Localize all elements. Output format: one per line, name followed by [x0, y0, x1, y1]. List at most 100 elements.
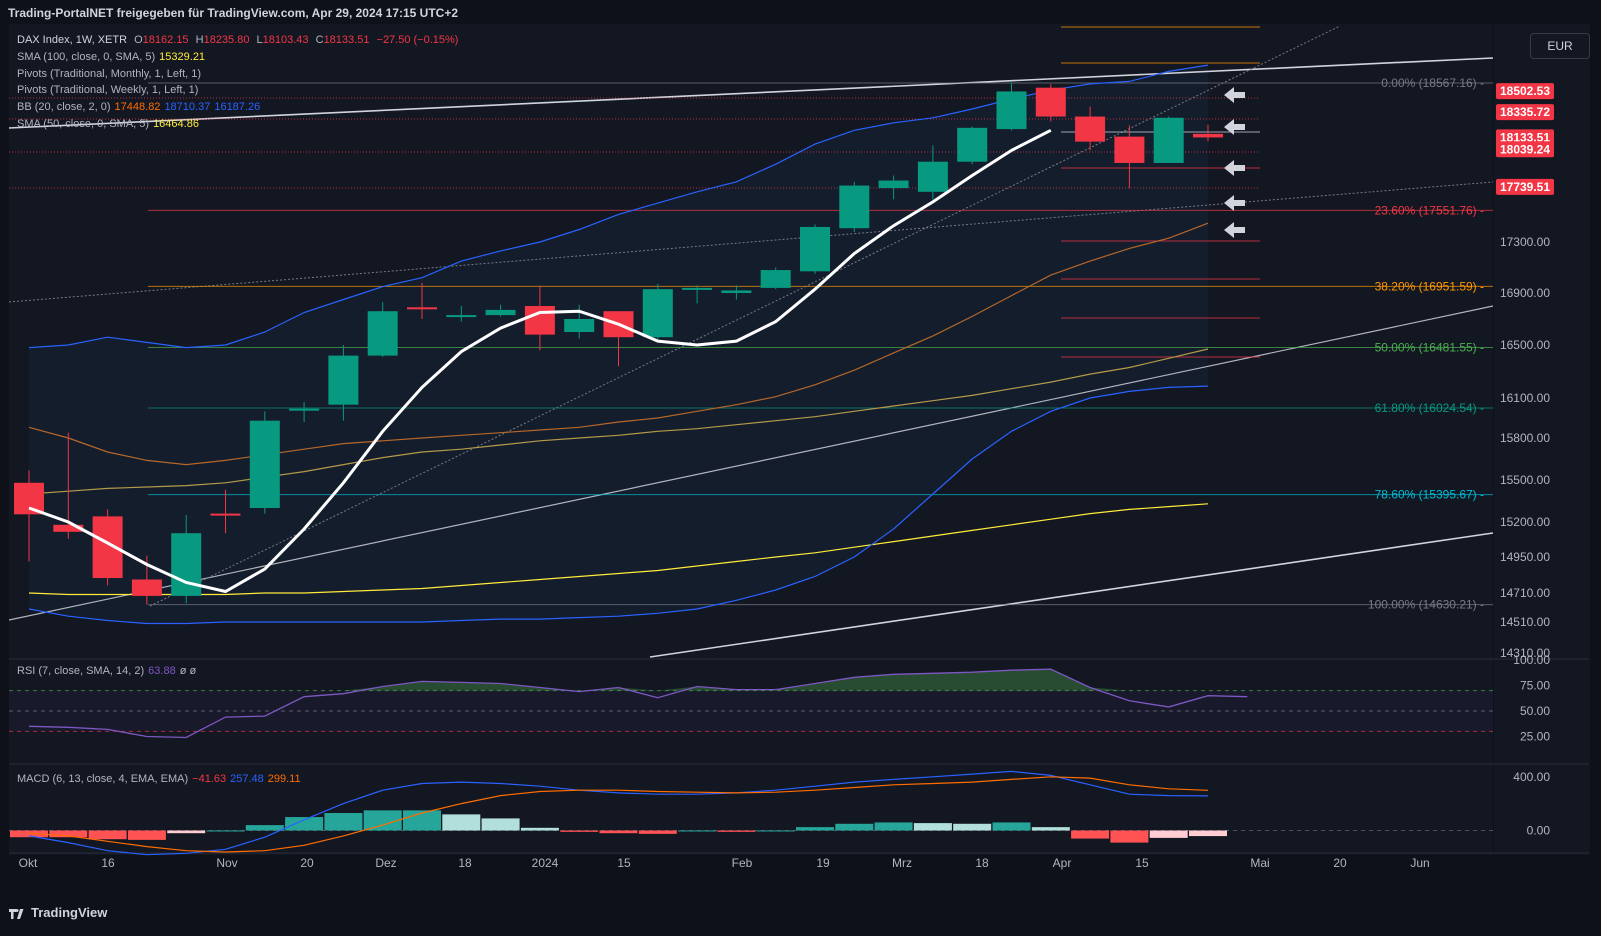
- x-tick-label: Nov: [216, 856, 237, 870]
- rsi-tick-label: 75.00: [1520, 679, 1550, 693]
- price-badge-label: 18133.51: [1500, 130, 1550, 144]
- macd-histogram-bar: [206, 830, 245, 832]
- macd-histogram-bar: [913, 823, 952, 831]
- rsi-label: RSI (7, close, SMA, 14, 2): [17, 665, 145, 677]
- macd-histogram-bar: [874, 822, 913, 831]
- sma50-value: 16464.86: [153, 118, 199, 130]
- fib-level-label: 78.60% (15395.67) -: [1375, 488, 1484, 502]
- candle-body: [760, 270, 791, 288]
- sma50-legend[interactable]: SMA (50, close, 0, SMA, 5) 16464.86: [17, 118, 203, 130]
- arrow-left-icon: [1224, 195, 1245, 211]
- macd-histogram-bar: [167, 830, 206, 834]
- macd-histogram-bar: [49, 830, 88, 838]
- macd-histogram-bar: [127, 830, 166, 840]
- macd-histogram-bar: [324, 813, 363, 831]
- candle-body: [839, 185, 870, 229]
- arrow-left-icon: [1224, 119, 1245, 135]
- high-value: 18235.80: [203, 34, 250, 46]
- price-tick-label: 14950.00: [1500, 550, 1550, 564]
- fib-level-label: 50.00% (16481.55) -: [1375, 340, 1484, 354]
- brand-label: TradingView: [31, 905, 108, 920]
- bb-legend[interactable]: BB (20, close, 2, 0) 17448.82 18710.37 1618…: [17, 101, 264, 113]
- candle-body: [1193, 133, 1223, 138]
- macd-histogram-bar: [1031, 827, 1070, 831]
- x-tick-label: Okt: [19, 856, 38, 870]
- candle-body: [1114, 136, 1145, 163]
- arrow-left-icon: [1224, 222, 1245, 238]
- dotted-trendline: [8, 181, 1494, 303]
- price-tick-label: 15800.00: [1500, 431, 1550, 445]
- x-tick-label: 2024: [532, 856, 559, 870]
- candle-body: [171, 533, 202, 596]
- x-tick-label: Jun: [1410, 856, 1429, 870]
- macd-histogram-bar: [796, 827, 834, 831]
- macd-histogram-bar: [638, 830, 677, 834]
- price-tick-label: 14710.00: [1500, 586, 1550, 600]
- currency-button[interactable]: EUR: [1530, 33, 1590, 59]
- rsi-legend[interactable]: RSI (7, close, SMA, 14, 2) 63.88 ø ø: [17, 665, 200, 677]
- candle-body: [721, 290, 752, 293]
- bb-basis-value: 17448.82: [114, 101, 161, 113]
- price-tick-label: 15200.00: [1500, 515, 1550, 529]
- candle-body: [957, 127, 988, 162]
- macd-histogram-bar: [992, 822, 1031, 831]
- sma100-value: 15329.21: [159, 51, 206, 63]
- macd-histogram-bar: [285, 817, 324, 831]
- price-badge: [1496, 83, 1554, 100]
- sma100-legend[interactable]: SMA (100, close, 0, SMA, 5) 15329.21: [17, 51, 209, 63]
- rsi-tick-label: 100.00: [1513, 653, 1550, 667]
- candle-body: [1075, 116, 1106, 142]
- macd-histogram-bar: [1110, 830, 1149, 843]
- bb-basis-line: [28, 222, 1209, 466]
- close-value: 18133.51: [323, 34, 370, 46]
- sma100-label: SMA (100, close, 0, SMA, 5): [17, 51, 156, 63]
- candle-body: [1035, 87, 1066, 117]
- candle-body: [996, 91, 1027, 130]
- pivots-weekly-legend[interactable]: Pivots (Traditional, Weekly, 1, Left, 1): [17, 84, 202, 96]
- macd-line: [28, 770, 1209, 856]
- macd-histogram-bar: [717, 830, 756, 832]
- macd-histogram-bar: [245, 825, 284, 831]
- macd-label: MACD (6, 13, close, 4, EMA, EMA): [17, 773, 189, 785]
- share-header: Trading-PortalNET freigegeben für Tradin…: [8, 6, 459, 20]
- candle-body: [524, 306, 555, 335]
- x-tick-label: Mrz: [892, 856, 912, 870]
- macd-signal-value: 299.11: [267, 773, 301, 785]
- sma100-line: [28, 503, 1209, 596]
- high-label: H: [195, 34, 204, 46]
- macd-histogram-bar: [1149, 830, 1188, 838]
- price-tick-label: 15500.00: [1500, 473, 1550, 487]
- open-value: 18162.15: [142, 34, 189, 46]
- candle-body: [131, 579, 162, 596]
- price-badge: [1496, 104, 1554, 121]
- macd-histogram-bar: [520, 827, 559, 831]
- macd-histogram-bar: [1071, 830, 1110, 839]
- pivots-monthly-legend[interactable]: Pivots (Traditional, Monthly, 1, Left, 1…: [17, 68, 205, 80]
- price-badge-label: 18335.72: [1500, 105, 1550, 119]
- price-tick-label: 14510.00: [1500, 615, 1550, 629]
- low-label: L: [256, 34, 263, 46]
- change-value: −27.50 (−0.15%): [376, 34, 459, 46]
- macd-legend[interactable]: MACD (6, 13, close, 4, EMA, EMA) −41.63 25…: [17, 773, 305, 785]
- price-tick-label: 16100.00: [1500, 391, 1550, 405]
- x-tick-label: 18: [458, 856, 472, 870]
- low-value: 18103.43: [262, 34, 309, 46]
- rsi-value: 63.88: [148, 665, 176, 677]
- macd-histogram-bar: [599, 830, 638, 834]
- symbol-name[interactable]: DAX Index, 1W, XETR: [17, 34, 128, 46]
- rsi-tick-label: 25.00: [1520, 730, 1550, 744]
- price-badge: [1496, 178, 1554, 195]
- macd-histogram-bar: [678, 830, 717, 832]
- candle-body: [53, 524, 84, 532]
- candle-body: [917, 161, 948, 192]
- tradingview-brand[interactable]: TradingView: [9, 905, 107, 920]
- candle-body: [564, 319, 595, 332]
- sma5-line: [28, 128, 1052, 594]
- pivots-monthly-label: Pivots (Traditional, Monthly, 1, Left, 1…: [17, 68, 202, 80]
- macd-signal-line: [28, 776, 1209, 853]
- close-label: C: [315, 34, 324, 46]
- price-tick-label: 14310.00: [1500, 646, 1550, 660]
- candle-body: [800, 226, 830, 272]
